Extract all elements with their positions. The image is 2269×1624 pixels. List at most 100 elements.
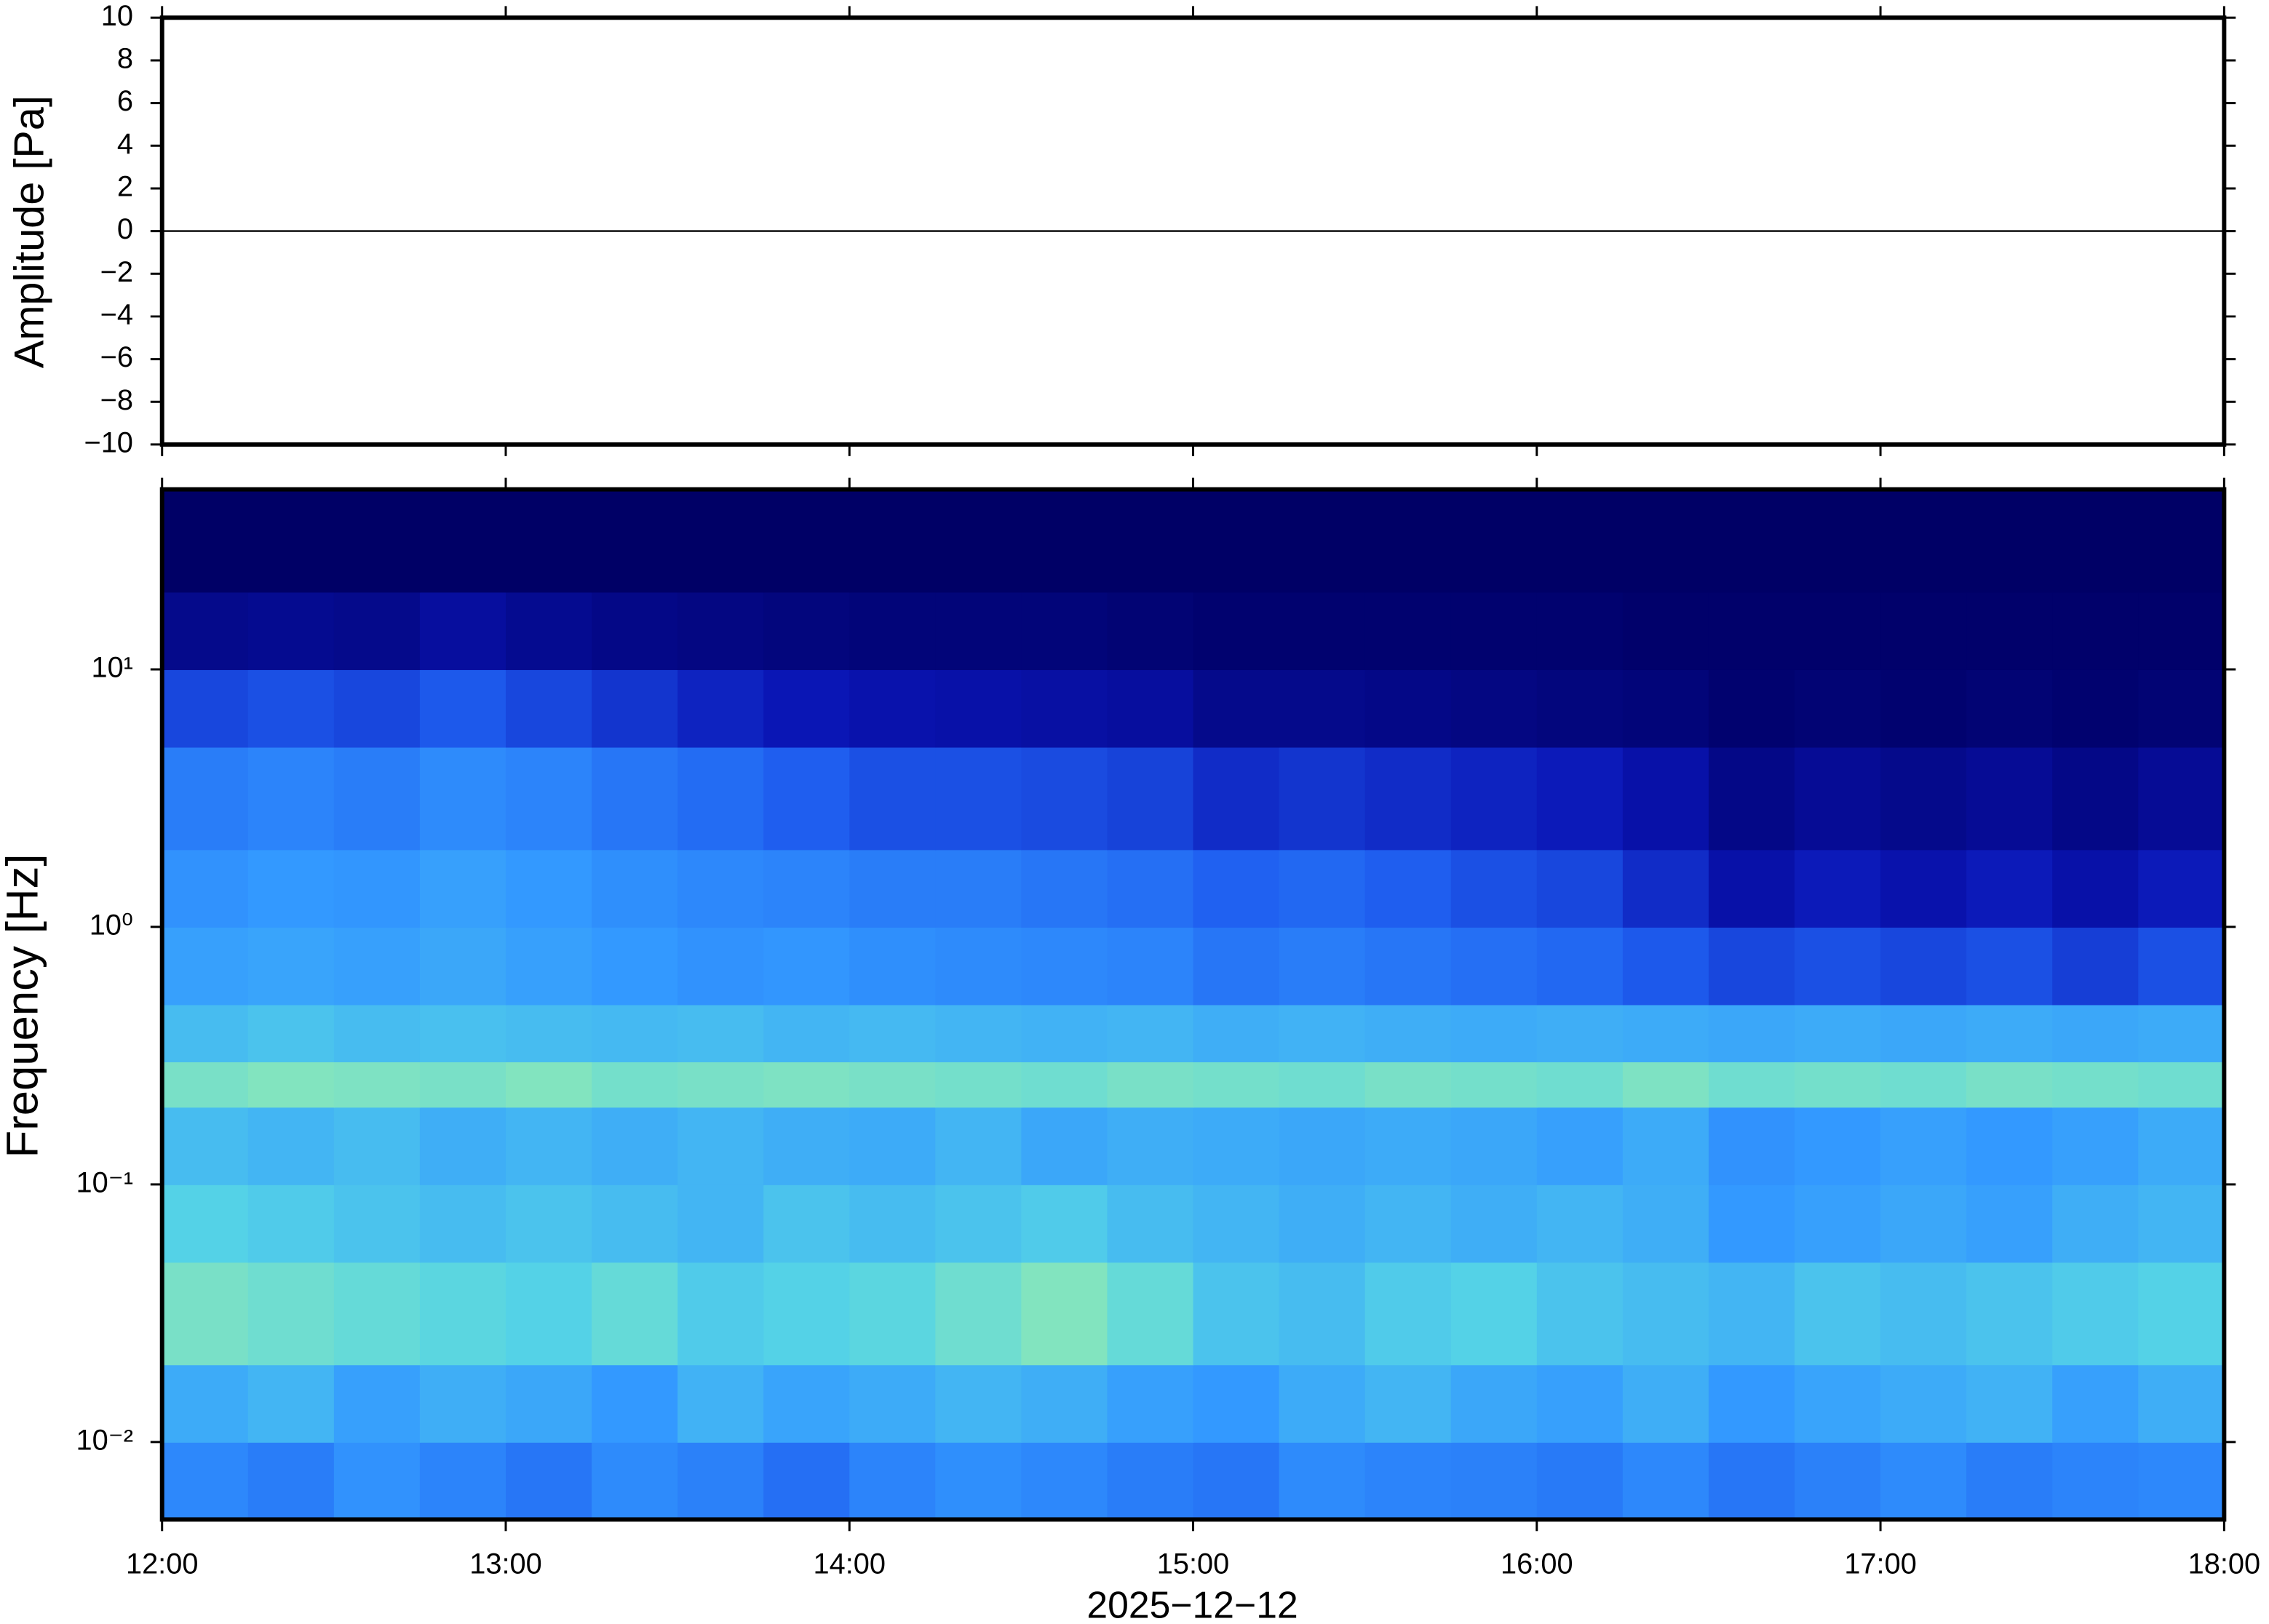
spectrogram-cell: [1021, 1004, 1108, 1062]
spectrogram-cell: [1880, 489, 1968, 593]
spectrogram-cell: [505, 926, 593, 1006]
spectrogram-cell: [1795, 1107, 1882, 1185]
spectrogram-cell: [2052, 669, 2139, 748]
spectrogram-cell: [505, 1184, 593, 1263]
spectrogram-cell: [677, 1107, 765, 1185]
spectrogram-cell: [1536, 1004, 1624, 1062]
y-axis-title: Amplitude [Pa]: [7, 95, 53, 368]
spectrogram-cell: [849, 1262, 937, 1366]
spectrogram-cell: [1450, 1364, 1538, 1443]
spectrogram-cell: [1021, 1061, 1108, 1108]
spectrogram-cell: [849, 926, 937, 1006]
spectrogram-cell: [849, 489, 937, 593]
spectrogram-cell: [849, 849, 937, 928]
spectrogram-cell: [1622, 1441, 1709, 1521]
spectrogram-cell: [2138, 1364, 2225, 1443]
spectrogram-cell: [849, 1004, 937, 1062]
spectrogram-cell: [1966, 1262, 2054, 1366]
spectrogram-cell: [505, 592, 593, 670]
spectrogram-cell: [419, 1107, 506, 1185]
spectrogram-cell: [592, 489, 679, 593]
y-tick-label: 10: [101, 0, 133, 32]
spectrogram-cell: [1193, 926, 1280, 1006]
spectrogram-cell: [1966, 669, 2054, 748]
spectrogram-cell: [1450, 489, 1538, 593]
spectrogram-cell: [1279, 1107, 1366, 1185]
spectrogram-cell: [1966, 747, 2054, 851]
spectrogram-cell: [935, 926, 1022, 1006]
spectrogram-cell: [162, 489, 249, 593]
x-axis-title: 2025−12−12: [1086, 1584, 1298, 1624]
spectrogram-cell: [505, 1364, 593, 1443]
spectrogram-cell: [1107, 669, 1194, 748]
spectrogram-cell: [763, 1004, 851, 1062]
spectrogram-cell: [763, 747, 851, 851]
spectrogram-cell: [162, 1107, 249, 1185]
spectrogram-cell: [1622, 1364, 1709, 1443]
spectrogram-cell: [1107, 747, 1194, 851]
spectrogram-cell: [763, 1061, 851, 1108]
spectrogram-cell: [1021, 489, 1108, 593]
spectrogram-cell: [1880, 1364, 1968, 1443]
spectrogram-cell: [763, 1107, 851, 1185]
x-tick-label: 15:00: [1157, 1548, 1230, 1580]
spectrogram-cell: [1795, 1441, 1882, 1521]
spectrogram-cell: [935, 1004, 1022, 1062]
spectrogram-cell: [247, 1364, 335, 1443]
y-tick-label: 6: [117, 85, 133, 117]
y-tick-label: 0: [117, 213, 133, 245]
spectrogram-cell: [849, 1184, 937, 1263]
spectrogram-cell: [419, 1364, 506, 1443]
spectrogram-cell: [1021, 1184, 1108, 1263]
spectrogram-cell: [1536, 1262, 1624, 1366]
spectrogram-cell: [1622, 1107, 1709, 1185]
spectrogram-cell: [677, 849, 765, 928]
spectrogram-cell: [592, 849, 679, 928]
spectrogram-cell: [333, 669, 421, 748]
spectrogram-cell: [1795, 926, 1882, 1006]
spectrogram-cell: [1450, 1004, 1538, 1062]
spectrogram-cell: [247, 1184, 335, 1263]
spectrogram-cell: [1708, 1441, 1796, 1521]
spectrogram-cell: [2052, 926, 2139, 1006]
spectrogram-cell: [1193, 669, 1280, 748]
spectrogram-cell: [162, 849, 249, 928]
spectrogram-cell: [1364, 1364, 1452, 1443]
y-tick-label: 10⁻¹: [76, 1166, 132, 1198]
spectrogram-cell: [935, 1061, 1022, 1108]
spectrogram-cell: [2052, 592, 2139, 670]
y-tick-label: 10¹: [91, 651, 132, 683]
spectrogram-cell: [1708, 747, 1796, 851]
spectrogram-cell: [1708, 1184, 1796, 1263]
spectrogram-cell: [763, 592, 851, 670]
spectrogram-cell: [677, 1262, 765, 1366]
spectrogram-cell: [333, 1184, 421, 1263]
spectrogram-cell: [1708, 1364, 1796, 1443]
spectrogram-cell: [1364, 849, 1452, 928]
spectrogram-cell: [2052, 1364, 2139, 1443]
x-tick-label: 14:00: [814, 1548, 886, 1580]
spectrogram-cell: [935, 849, 1022, 928]
spectrogram-cell: [1795, 1004, 1882, 1062]
y-tick-label: 2: [117, 170, 133, 202]
spectrogram-cell: [1193, 1364, 1280, 1443]
spectrogram-cell: [763, 926, 851, 1006]
spectrogram-cell: [1880, 849, 1968, 928]
spectrogram-cell: [1279, 1061, 1366, 1108]
spectrogram-cell: [1708, 1061, 1796, 1108]
spectrogram-cell: [333, 1004, 421, 1062]
spectrogram-cell: [419, 489, 506, 593]
x-tick-label: 18:00: [2188, 1548, 2261, 1580]
spectrogram-cell: [2138, 1107, 2225, 1185]
spectrogram-cell: [2138, 489, 2225, 593]
spectrogram-cell: [935, 669, 1022, 748]
spectrogram-cell: [849, 1441, 937, 1521]
spectrogram-cell: [333, 747, 421, 851]
spectrogram-cell: [2052, 1004, 2139, 1062]
spectrogram-cell: [677, 747, 765, 851]
spectrogram-cell: [1450, 1441, 1538, 1521]
spectrogram-cell: [505, 1107, 593, 1185]
spectrogram-cell: [2138, 747, 2225, 851]
y-tick-label: −8: [100, 384, 133, 416]
